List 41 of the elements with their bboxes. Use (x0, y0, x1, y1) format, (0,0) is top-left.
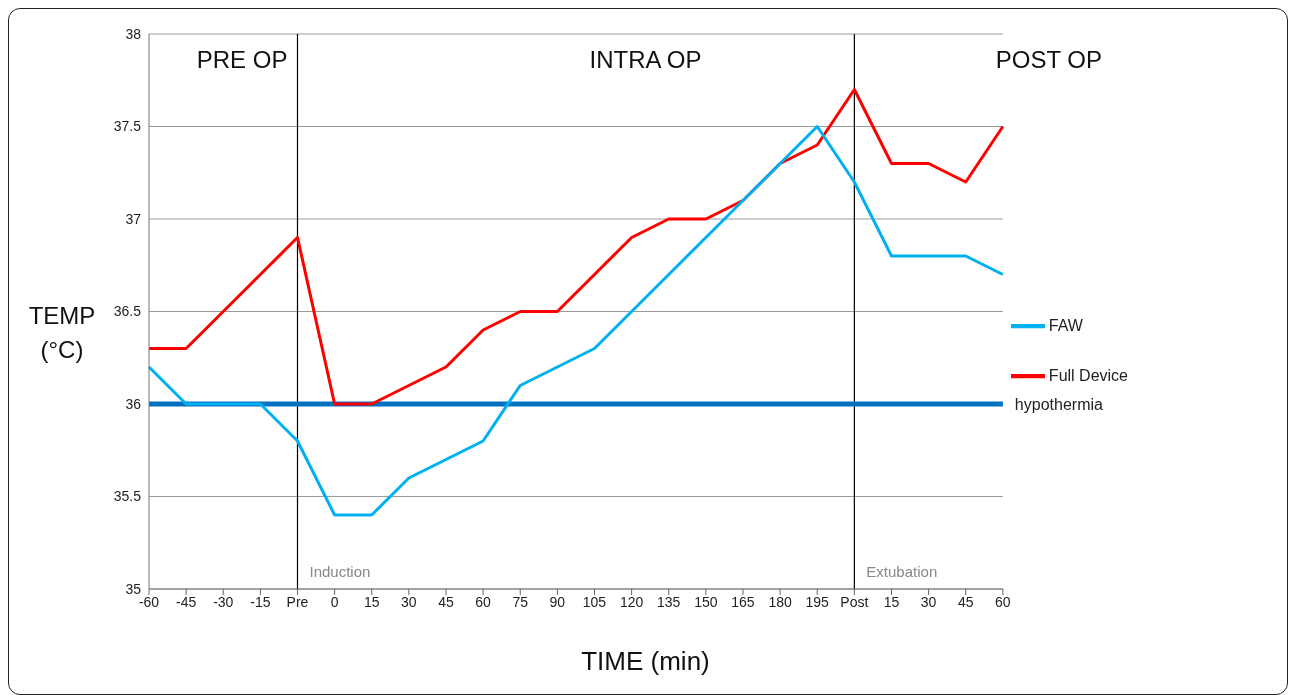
legend-label: FAW (1048, 316, 1083, 334)
x-tick-label: Post (840, 593, 869, 610)
x-tick-label: 150 (694, 593, 718, 610)
x-tick-label: -45 (176, 593, 197, 610)
x-tick-label: -30 (213, 593, 234, 610)
x-tick-label: 135 (657, 593, 681, 610)
x-tick-label: 0 (330, 593, 339, 610)
y-tick-label: 37.5 (113, 118, 142, 135)
x-tick-label: 165 (731, 593, 755, 610)
x-tick-label: Pre (286, 593, 309, 610)
line-series (147, 125, 1005, 517)
annotation: PRE OP (195, 46, 289, 74)
x-tick-label: 60 (995, 593, 1011, 610)
y-tick-label: 37 (125, 210, 142, 227)
x-tick-label: 30 (920, 593, 937, 610)
x-tick-label: 60 (475, 593, 492, 610)
x-tick-label: 15 (883, 593, 900, 610)
y-tick-label: 36 (125, 395, 142, 412)
ref-line-label: Extubation (866, 563, 938, 580)
ref-line-label: Induction (309, 563, 371, 580)
x-tick-label: 45 (438, 593, 454, 610)
y-axis-title: TEMP (°C) (27, 301, 97, 365)
x-tick-label: 90 (549, 593, 566, 610)
ref-line-label: hypothermia (1014, 395, 1104, 413)
x-tick-label: 45 (957, 593, 974, 610)
y-tick-label: 38 (125, 25, 142, 42)
x-tick-label: 75 (512, 593, 529, 610)
x-tick-label: 15 (363, 593, 380, 610)
x-tick-label: 105 (582, 593, 607, 610)
x-tick-label: 120 (619, 593, 644, 610)
line-series (147, 88, 1005, 406)
x-tick-label: 180 (768, 593, 793, 610)
x-tick-label: -15 (250, 593, 271, 610)
annotation: INTRA OP (588, 46, 703, 74)
y-tick-label: 36.5 (113, 303, 142, 320)
annotation: POST OP (994, 46, 1104, 74)
legend-label: Full Device (1048, 366, 1128, 384)
x-tick-label: 195 (805, 593, 830, 610)
x-tick-label: 30 (401, 593, 417, 610)
y-tick-label: 35.5 (113, 488, 142, 505)
x-axis-title: TIME (min) (580, 646, 711, 677)
